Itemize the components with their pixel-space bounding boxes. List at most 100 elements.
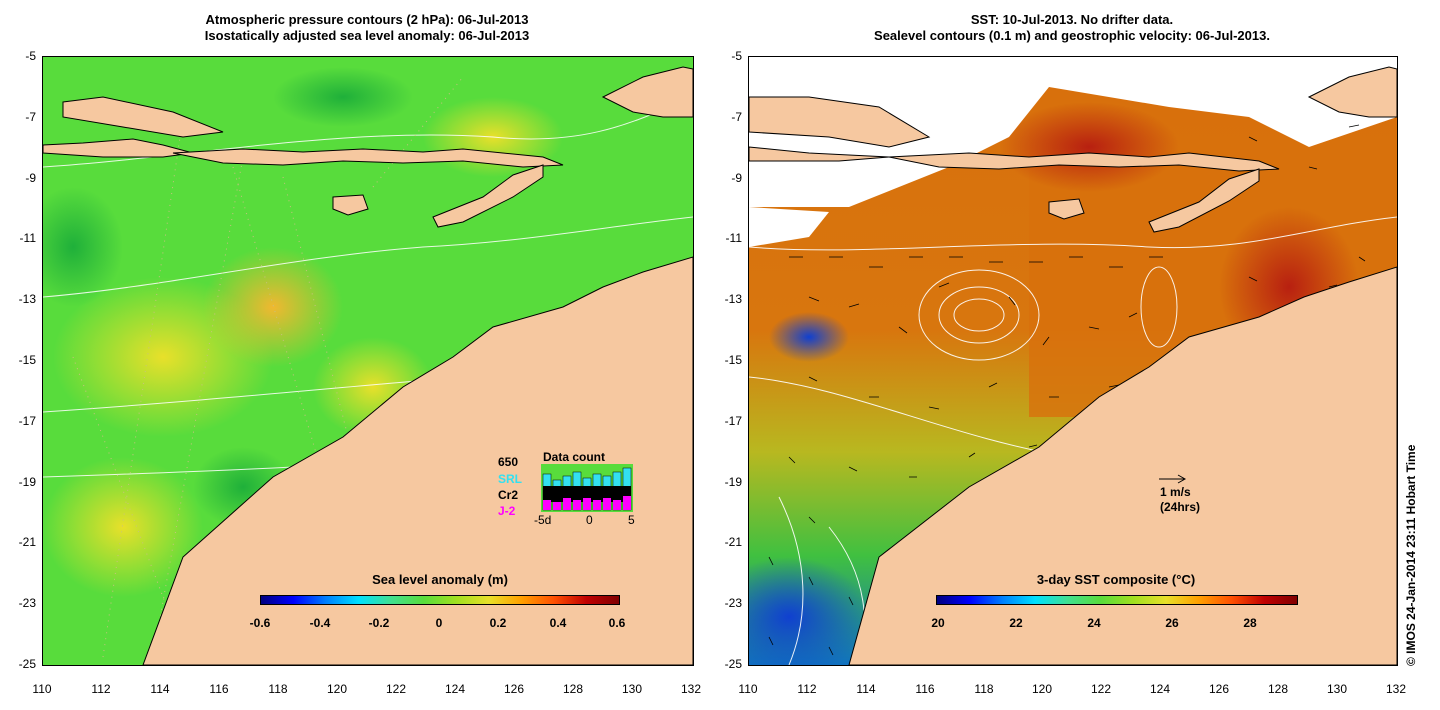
- cloud-mask: [749, 207, 829, 247]
- y-tick: -13: [18, 292, 36, 306]
- y-tick: -15: [18, 353, 36, 367]
- y-tick: -23: [724, 596, 742, 610]
- sla-low-blob: [43, 187, 123, 307]
- y-tick: -25: [724, 657, 742, 671]
- sst-hot-blob: [999, 102, 1179, 192]
- lesser-sunda-islands: [172, 148, 564, 168]
- sst-map-canvas: [749, 57, 1397, 665]
- legend-srl: SRL: [498, 472, 522, 486]
- land: [749, 66, 1397, 665]
- land: [43, 66, 693, 665]
- cbar-tick: -0.4: [309, 616, 331, 630]
- sla-high-blob: [203, 247, 343, 367]
- y-tick: -5: [25, 49, 36, 63]
- cloud-mask: [749, 57, 1397, 207]
- sst-map: [748, 56, 1398, 666]
- sla-colorbar-title: Sea level anomaly (m): [372, 572, 508, 587]
- y-tick: -9: [25, 171, 36, 185]
- sla-map-canvas: [43, 57, 693, 665]
- x-tick: 130: [621, 682, 643, 696]
- x-tick: 126: [503, 682, 525, 696]
- y-tick: -25: [18, 657, 36, 671]
- y-tick: -23: [18, 596, 36, 610]
- velocity-scale-label: 1 m/s: [1160, 485, 1191, 499]
- x-tick: 118: [268, 682, 288, 696]
- x-tick: 114: [150, 682, 170, 696]
- right-title-line2: Sealevel contours (0.1 m) and geostrophi…: [874, 28, 1270, 43]
- data-count-xtick: -5d: [534, 513, 552, 527]
- timor-island: [1148, 168, 1260, 233]
- x-tick: 116: [209, 682, 229, 696]
- y-tick: -11: [725, 231, 742, 245]
- lesser-sunda-islands: [888, 152, 1280, 172]
- australia: [142, 256, 693, 665]
- y-tick: -15: [724, 353, 742, 367]
- cbar-tick: 26: [1165, 616, 1179, 630]
- sla-map: [42, 56, 694, 666]
- x-tick: 122: [385, 682, 407, 696]
- x-tick: 118: [974, 682, 994, 696]
- right-title-line1: SST: 10-Jul-2013. No drifter data.: [970, 12, 1174, 27]
- velocity-scale-period: (24hrs): [1160, 500, 1201, 514]
- y-tick: -13: [724, 292, 742, 306]
- y-tick: -17: [18, 414, 36, 428]
- y-tick: -19: [724, 475, 742, 489]
- data-count-max: 650: [498, 455, 519, 469]
- sst-cold-blob: [769, 312, 849, 362]
- y-tick: -5: [731, 49, 742, 63]
- cbar-tick: 0.4: [549, 616, 567, 630]
- x-tick: 120: [326, 682, 348, 696]
- y-tick: -17: [724, 414, 742, 428]
- x-tick: 130: [1326, 682, 1348, 696]
- velocity-scale-arrow: [1159, 474, 1187, 484]
- data-count-xtick: 5: [628, 513, 635, 527]
- imos-credit: © IMOS 24-Jan-2014 23:11 Hobart Time: [1404, 444, 1418, 666]
- australia: [848, 266, 1397, 665]
- sla-high-blob: [43, 457, 203, 597]
- x-tick: 124: [444, 682, 466, 696]
- y-tick: -7: [731, 110, 742, 124]
- x-tick: 116: [915, 682, 935, 696]
- x-tick: 132: [680, 682, 702, 696]
- data-count-bars: [542, 467, 632, 511]
- x-tick: 122: [1090, 682, 1112, 696]
- left-title-line2: Isostatically adjusted sea level anomaly…: [204, 28, 530, 43]
- x-tick: 114: [856, 682, 876, 696]
- x-tick: 128: [562, 682, 584, 696]
- sumba-island: [1048, 198, 1085, 220]
- islands-north-east: [601, 66, 693, 118]
- cbar-tick: 0.2: [489, 616, 507, 630]
- cbar-tick: 28: [1243, 616, 1257, 630]
- cbar-tick: 24: [1087, 616, 1101, 630]
- cbar-tick: -0.6: [249, 616, 271, 630]
- cbar-tick: 20: [931, 616, 945, 630]
- sla-colorbar: [260, 595, 620, 605]
- cbar-tick: 0.6: [608, 616, 626, 630]
- y-tick: -21: [724, 535, 742, 549]
- x-tick: 120: [1031, 682, 1053, 696]
- sst-colorbar: [936, 595, 1298, 605]
- java-north: [749, 96, 931, 148]
- x-tick: 132: [1385, 682, 1407, 696]
- sst-colorbar-title: 3-day SST composite (°C): [1036, 572, 1196, 587]
- java-north: [62, 96, 224, 138]
- data-count-chart: [541, 464, 633, 512]
- x-tick: 110: [738, 682, 758, 696]
- x-tick: 124: [1149, 682, 1171, 696]
- y-tick: -9: [731, 171, 742, 185]
- data-count-xtick: 0: [586, 513, 593, 527]
- left-title: Atmospheric pressure contours (2 hPa): 0…: [42, 12, 692, 44]
- y-tick: -21: [18, 535, 36, 549]
- cbar-tick: 22: [1009, 616, 1023, 630]
- left-title-line1: Atmospheric pressure contours (2 hPa): 0…: [205, 12, 529, 27]
- right-title: SST: 10-Jul-2013. No drifter data. Seale…: [748, 12, 1396, 44]
- x-tick: 128: [1267, 682, 1289, 696]
- y-tick: -7: [25, 110, 36, 124]
- x-tick: 126: [1208, 682, 1230, 696]
- y-tick: -11: [19, 231, 36, 245]
- x-tick: 112: [91, 682, 111, 696]
- java-island: [749, 146, 890, 162]
- legend-cr2: Cr2: [498, 488, 519, 502]
- islands-north-east: [1307, 66, 1397, 118]
- x-tick: 112: [797, 682, 817, 696]
